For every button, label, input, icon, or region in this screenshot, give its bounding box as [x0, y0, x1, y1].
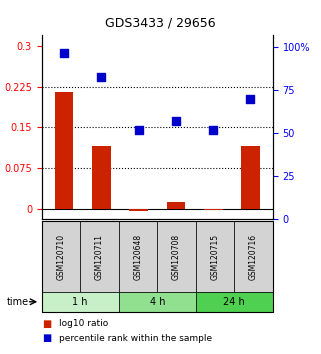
Text: GSM120648: GSM120648: [134, 234, 143, 280]
Text: ■: ■: [42, 333, 51, 343]
Text: log10 ratio: log10 ratio: [59, 319, 108, 329]
Text: ■: ■: [42, 319, 51, 329]
Text: 24 h: 24 h: [223, 297, 245, 307]
Text: time: time: [6, 297, 29, 307]
Point: [99, 74, 104, 80]
Point: [248, 96, 253, 102]
Text: GSM120708: GSM120708: [172, 234, 181, 280]
Bar: [204, 209, 222, 210]
Text: GSM120715: GSM120715: [211, 234, 220, 280]
Bar: [55, 92, 74, 209]
Point: [136, 127, 141, 133]
Point: [62, 50, 67, 56]
Text: 4 h: 4 h: [150, 297, 165, 307]
Bar: [241, 147, 260, 209]
Text: GSM120710: GSM120710: [56, 234, 65, 280]
Bar: [167, 202, 185, 209]
Text: GSM120711: GSM120711: [95, 234, 104, 280]
Bar: [92, 147, 111, 209]
Bar: [129, 209, 148, 211]
Point: [173, 119, 178, 124]
Text: GDS3433 / 29656: GDS3433 / 29656: [105, 17, 216, 29]
Point: [211, 127, 216, 133]
Text: GSM120716: GSM120716: [249, 234, 258, 280]
Text: 1 h: 1 h: [73, 297, 88, 307]
Text: percentile rank within the sample: percentile rank within the sample: [59, 333, 213, 343]
